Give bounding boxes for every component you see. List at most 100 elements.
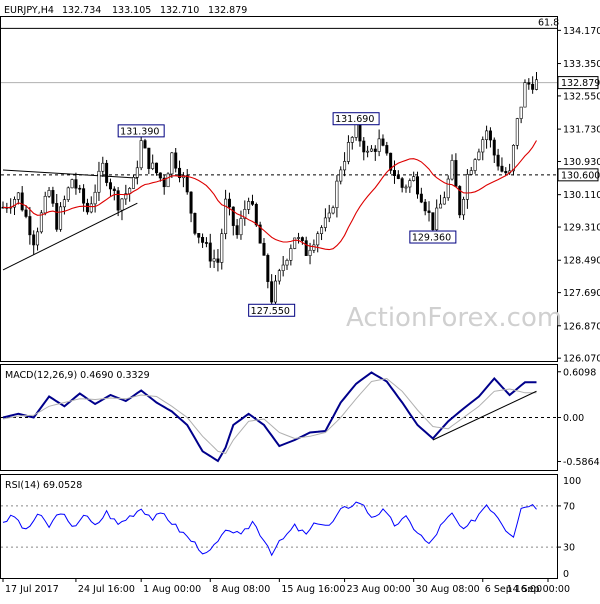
candle-body bbox=[312, 244, 316, 251]
candle-body bbox=[105, 162, 109, 183]
x-tick-label: 8 Aug 08:00 bbox=[212, 584, 270, 595]
candle-body bbox=[208, 242, 212, 262]
candle-body bbox=[469, 170, 473, 175]
candle-body bbox=[243, 209, 247, 219]
x-tick-label: 1 Aug 00:00 bbox=[143, 584, 201, 595]
candle-body bbox=[435, 207, 439, 231]
candle-body bbox=[82, 188, 86, 204]
price-y-tick-label: 126.870 bbox=[563, 321, 600, 332]
candle-body bbox=[304, 240, 308, 256]
price-y-tick-label: 133.350 bbox=[563, 59, 600, 70]
candle-body bbox=[389, 152, 393, 171]
candle-body bbox=[534, 79, 538, 90]
price-layer: 134.170 133.350 132.550 131.730 130.930 130.1… bbox=[1, 17, 600, 365]
candle-body bbox=[147, 147, 151, 169]
header-open: 132.734 bbox=[62, 5, 101, 16]
x-tick-label: 6 Sep 16:00 bbox=[485, 584, 542, 595]
candle-body bbox=[197, 233, 201, 238]
candle-body bbox=[369, 148, 373, 152]
candle-body bbox=[97, 170, 101, 193]
candle-body bbox=[189, 191, 193, 214]
macd-signal-line bbox=[2, 377, 537, 455]
candle-body bbox=[174, 152, 178, 169]
candle-body bbox=[327, 212, 331, 219]
candle-body bbox=[162, 177, 166, 188]
candle-body bbox=[116, 190, 120, 211]
candle-body bbox=[427, 210, 431, 213]
rsi-y-tick-label: 30 bbox=[563, 543, 575, 554]
price-y-tick-label: 128.490 bbox=[563, 256, 600, 267]
price-annotation-label: 131.690 bbox=[335, 114, 374, 125]
price-y-tick-label: 129.310 bbox=[563, 223, 600, 234]
candle-body bbox=[24, 209, 28, 217]
candle-body bbox=[515, 118, 519, 146]
macd-label: MACD(12,26,9) 0.4690 0.3329 bbox=[5, 370, 150, 381]
candle-body bbox=[531, 83, 535, 90]
candle-body bbox=[32, 234, 36, 246]
candle-body bbox=[74, 179, 78, 189]
candle-body bbox=[193, 212, 197, 234]
price-y-tick-label: 134.170 bbox=[563, 26, 600, 37]
x-tick-label: 15 Aug 16:00 bbox=[281, 584, 345, 595]
support-value-label: 130.600 bbox=[561, 170, 600, 181]
candle-body bbox=[343, 161, 347, 171]
candle-body bbox=[85, 202, 89, 213]
price-y-tick-label: 130.110 bbox=[563, 190, 600, 201]
candle-body bbox=[511, 144, 515, 172]
candle-body bbox=[43, 195, 47, 214]
candle-body bbox=[485, 130, 489, 140]
candle-body bbox=[477, 151, 481, 160]
candle-body bbox=[120, 198, 124, 211]
candle-body bbox=[143, 140, 147, 149]
candle-body bbox=[13, 199, 17, 208]
candle-body bbox=[124, 193, 128, 200]
candle-body bbox=[51, 190, 55, 204]
candle-body bbox=[266, 255, 270, 282]
candle-body bbox=[89, 203, 93, 213]
candle-body bbox=[16, 192, 20, 200]
candle-body bbox=[358, 123, 362, 142]
rsi-y-tick-label: 70 bbox=[563, 501, 575, 512]
candle-body bbox=[392, 170, 396, 176]
candle-body bbox=[216, 258, 220, 263]
candle-body bbox=[36, 231, 40, 246]
trendline-2 bbox=[2, 169, 138, 179]
macd-y-tick-label: 0.6098 bbox=[563, 367, 596, 378]
candle-body bbox=[166, 173, 170, 188]
x-tick-label: 17 Jul 2017 bbox=[5, 584, 59, 595]
candle-body bbox=[400, 178, 404, 188]
price-y-tick-label: 132.550 bbox=[563, 91, 600, 102]
x-tick-label: 30 Aug 08:00 bbox=[416, 584, 480, 595]
candle-body bbox=[446, 178, 450, 199]
rsi-layer: 100 70 30 0 bbox=[1, 476, 581, 580]
candle-body bbox=[366, 150, 370, 153]
candle-body bbox=[339, 169, 343, 182]
candle-body bbox=[354, 123, 358, 138]
price-annotation-box bbox=[332, 112, 380, 126]
candle-body bbox=[112, 188, 116, 191]
x-axis: 17 Jul 2017 24 Jul 16:00 1 Aug 00:00 8 Aug … bbox=[2, 578, 570, 595]
candle-body bbox=[316, 233, 320, 246]
candle-body bbox=[158, 172, 162, 179]
macd-trendline bbox=[432, 390, 537, 441]
candle-body bbox=[527, 82, 531, 85]
candle-body bbox=[454, 160, 458, 187]
candle-body bbox=[492, 139, 496, 156]
candle-body bbox=[293, 237, 297, 249]
macd-layer: 0.6098 0.00 -0.5864 bbox=[1, 367, 600, 468]
macd-y-tick-label: 0.00 bbox=[563, 413, 584, 424]
price-annotation-label: 131.390 bbox=[120, 126, 159, 137]
fib-level-label: 61.8 bbox=[538, 17, 559, 28]
candle-body bbox=[151, 162, 155, 169]
candle-body bbox=[373, 148, 377, 152]
candle-body bbox=[250, 201, 254, 205]
candle-body bbox=[20, 192, 24, 211]
moving-average-line bbox=[2, 140, 537, 251]
candle-body bbox=[431, 212, 435, 231]
candle-body bbox=[385, 145, 389, 154]
candle-body bbox=[404, 186, 408, 189]
candle-body bbox=[481, 139, 485, 153]
price-y-tick-label: 131.730 bbox=[563, 125, 600, 136]
candle-body bbox=[204, 242, 208, 244]
